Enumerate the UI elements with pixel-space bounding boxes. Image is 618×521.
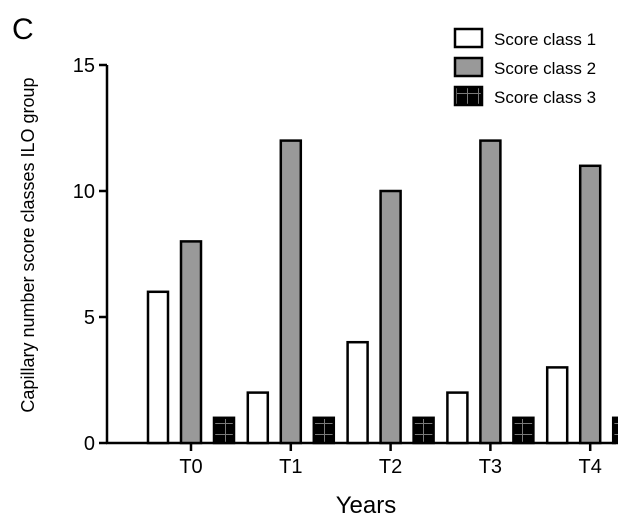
x-tick-label: T2 — [379, 456, 402, 478]
panel-label: C — [12, 13, 34, 46]
legend-label-3: Score class 3 — [494, 88, 596, 107]
bar-score-class-3-t2 — [412, 416, 435, 445]
legend-swatch-3 — [453, 85, 484, 107]
y-tick-label: 0 — [84, 433, 95, 455]
bar-score-class-1-t2 — [346, 340, 369, 445]
bar-score-class-1-t0 — [146, 290, 170, 445]
bar-score-class-2-t4 — [578, 164, 602, 445]
y-tick-label: 5 — [84, 307, 95, 329]
legend-swatch-1 — [453, 27, 484, 49]
bar-score-class-2-t0 — [179, 240, 203, 445]
y-tick-label: 10 — [73, 181, 95, 203]
bar-score-class-2-t3 — [479, 139, 502, 445]
bar-score-class-3-t4 — [611, 416, 618, 445]
x-tick-label: T4 — [579, 456, 602, 478]
bars — [146, 139, 618, 445]
x-tick-label: T3 — [479, 456, 502, 478]
legend-swatch-2 — [453, 56, 484, 78]
bar-score-class-3-t0 — [212, 416, 236, 445]
bar-score-class-2-t1 — [279, 139, 303, 445]
bar-score-class-1-t4 — [545, 366, 569, 445]
legend: Score class 1 Score class 2 Score class 3 — [453, 27, 596, 107]
bar-score-class-3-t1 — [312, 416, 336, 445]
y-axis-label: Capillary number score classes ILO group — [18, 77, 38, 412]
x-tick-label: T1 — [279, 456, 302, 478]
x-tick-label: T0 — [179, 456, 202, 478]
legend-label-2: Score class 2 — [494, 59, 596, 78]
y-tick-label: 15 — [73, 55, 95, 77]
legend-label-1: Score class 1 — [494, 30, 596, 49]
x-axis-label: Years — [336, 492, 397, 519]
bar-score-class-1-t1 — [246, 391, 270, 445]
bar-score-class-1-t3 — [446, 391, 469, 445]
bar-score-class-2-t2 — [379, 189, 402, 445]
bar-score-class-3-t3 — [512, 416, 535, 445]
